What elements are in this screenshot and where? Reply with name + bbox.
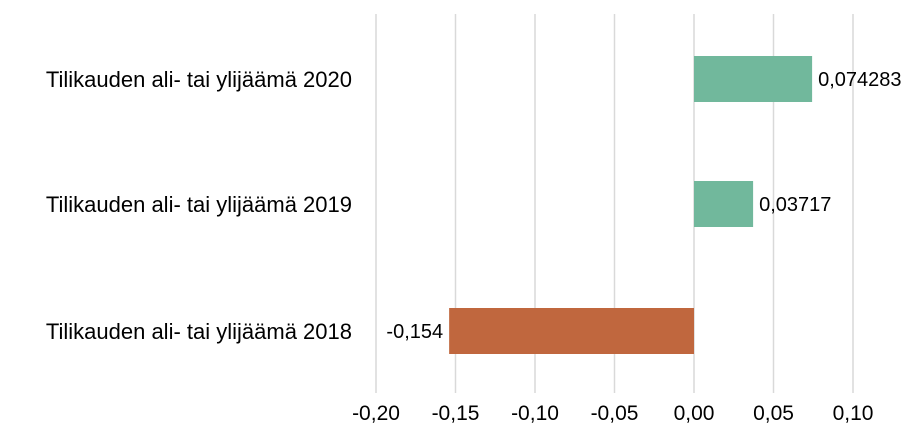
x-axis-ticks: -0,20 -0,15 -0,10 -0,05 0,00 0,05 0,10 [352,402,873,425]
x-tick-label: -0,15 [432,402,480,425]
bars [449,56,813,354]
data-labels: 0,074283 0,03717 -0,154 [386,69,901,343]
data-label: 0,074283 [818,69,901,91]
category-label: Tilikauden ali- tai ylijäämä 2019 [46,192,352,217]
bar [694,56,813,102]
x-tick-label: 0,00 [674,402,715,425]
bar [694,181,754,227]
data-label: -0,154 [386,321,443,343]
x-tick-label: -0,10 [511,402,559,425]
x-tick-label: 0,05 [753,402,794,425]
data-label: 0,03717 [759,194,831,216]
category-labels: Tilikauden ali- tai ylijäämä 2020 Tilikau… [46,67,352,344]
category-label: Tilikauden ali- tai ylijäämä 2020 [46,67,352,92]
bar [449,308,694,354]
x-tick-label: 0,10 [833,402,874,425]
category-label: Tilikauden ali- tai ylijäämä 2018 [46,319,352,344]
x-tick-label: -0,05 [591,402,639,425]
x-tick-label: -0,20 [352,402,400,425]
